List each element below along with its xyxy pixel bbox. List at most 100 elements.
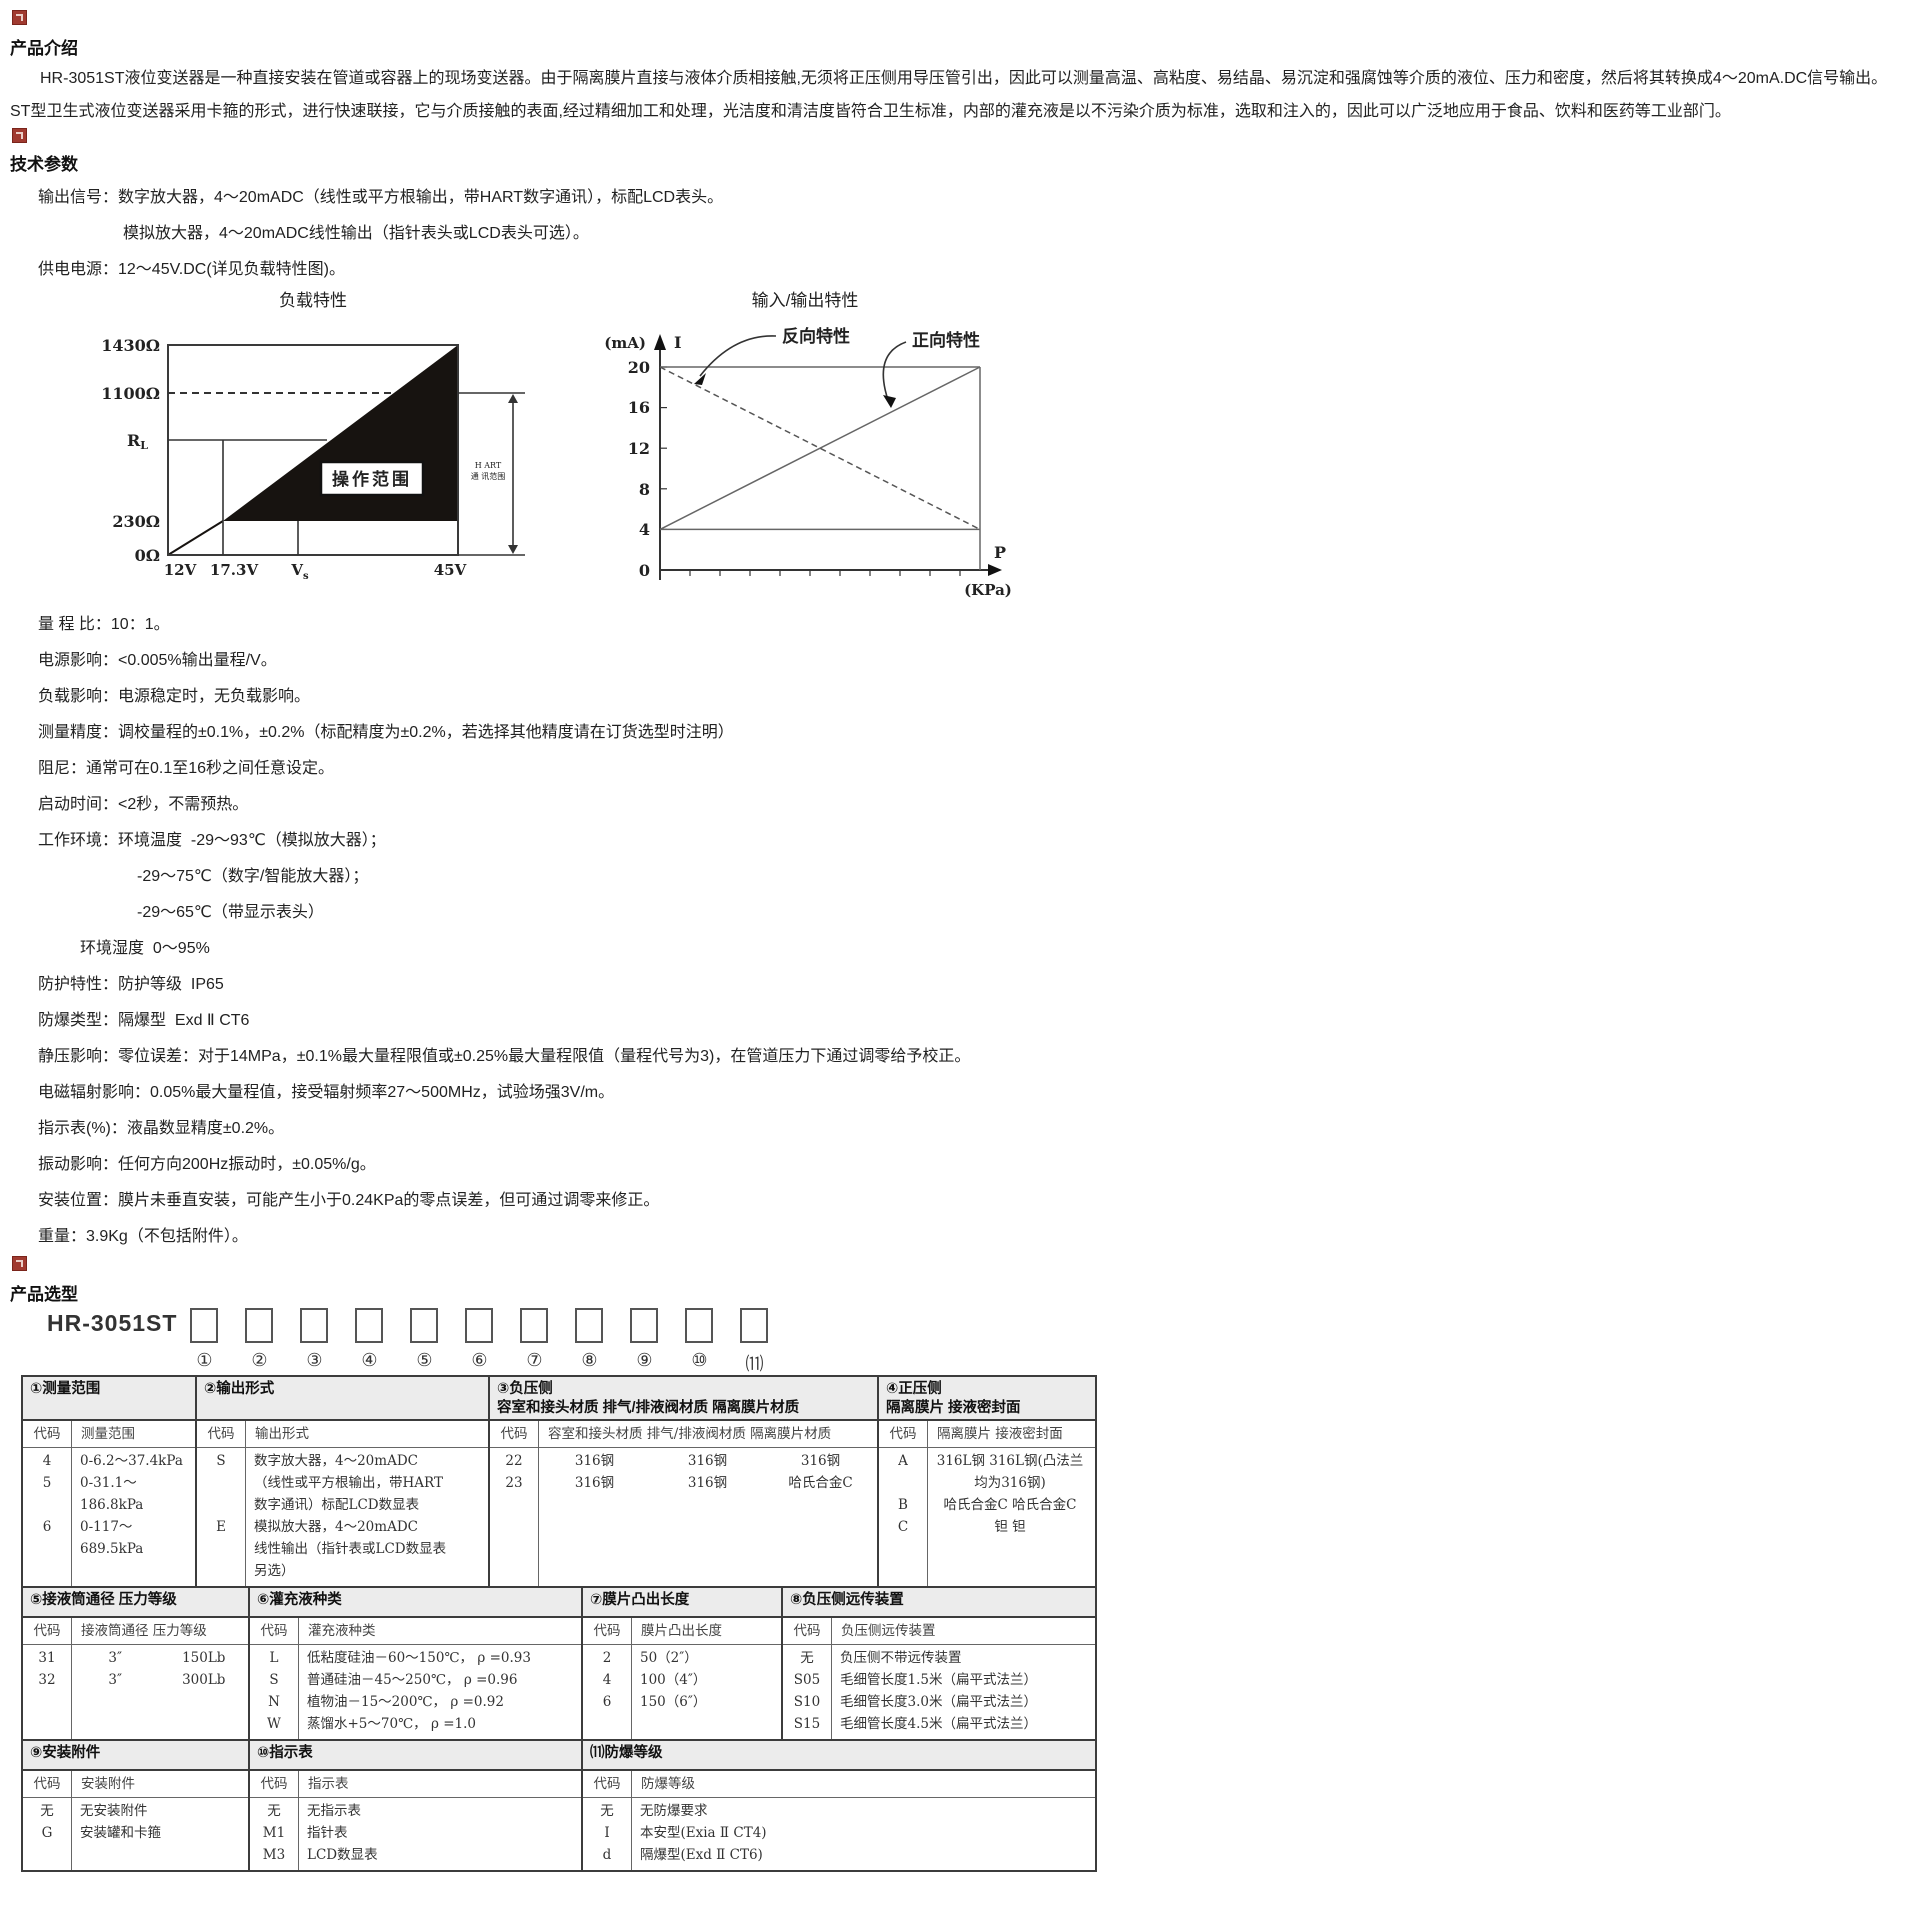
table-section: ④正压侧 隔离膜片 接液密封面 代码 隔离膜片 接液密封面 A 316L钢 316L钢(凸… (877, 1377, 1095, 1586)
table-section-body: 22 316钢 316钢 316钢 23 316钢 316钢 哈氏合金C (490, 1445, 877, 1586)
value-cell: 数字放大器，4～20mADC （线性或平方根输出，带HART 数字通讯）标配LC… (254, 1453, 443, 1513)
code-cell: S15 (793, 1716, 821, 1732)
model-code-box (245, 1308, 274, 1343)
code-cell: 5 (42, 1475, 52, 1491)
table-subheader-row: 代码 输出形式 (197, 1421, 488, 1448)
code-cell: 23 (505, 1475, 523, 1491)
value-cell: 3″ (108, 1672, 123, 1688)
load-characteristic-chart: 负载特性 操作范围 H ART 通 讯范围 (101, 291, 525, 582)
io-forward-line (659, 366, 981, 531)
model-code-box (190, 1308, 219, 1343)
table-row: L 低粘度硅油－60～150℃， ρ =0.93 (250, 1647, 581, 1669)
table-section-body: S 数字放大器，4～20mADC （线性或平方根输出，带HART 数字通讯）标配L… (197, 1445, 488, 1586)
value-cell: 哈氏合金C (788, 1475, 853, 1491)
code-cell: L (269, 1650, 279, 1666)
value-cell: 负压侧不带远传装置 (840, 1650, 962, 1666)
code-cell: 4 (42, 1453, 52, 1469)
value-cell: 0-117～689.5kPa (80, 1519, 144, 1557)
value-cell: 316钢 (687, 1475, 728, 1491)
model-code-position-number: ⑤ (416, 1350, 433, 1371)
table-header-cell: 代码 (879, 1421, 928, 1447)
value-cell: 植物油－15～200℃， ρ =0.92 (307, 1694, 504, 1710)
table-header-cell: 代码 (23, 1618, 72, 1644)
table-section-title: ④正压侧 隔离膜片 接液密封面 (879, 1377, 1095, 1421)
tech-param-line: 电源影响：<0.005%输出量程/V。 (38, 652, 277, 669)
code-cell: S05 (793, 1672, 821, 1688)
tech-param-line: 测量精度：调校量程的±0.1%，±0.2%（标配精度为±0.2%，若选择其他精度… (38, 724, 734, 741)
value-cell: 普通硅油－45～250℃， ρ =0.96 (307, 1672, 518, 1688)
broken-image-icon (12, 128, 27, 143)
value-cell: 安装罐和卡箍 (80, 1825, 161, 1841)
code-cell: 2 (602, 1650, 612, 1666)
code-cell: I (604, 1825, 610, 1841)
value-cell: 钽 钽 (994, 1519, 1026, 1535)
hart-range-label-1: H ART (475, 461, 502, 470)
table-section-title: ⑥灌充液种类 (250, 1588, 581, 1618)
table-header-cell: 代码 (583, 1618, 632, 1644)
tech-param-line: 负载影响：电源稳定时，无负载影响。 (38, 688, 311, 705)
tech-param-line: 输出信号：数字放大器，4～20mADC（线性或平方根输出，带HART数字通讯），… (38, 189, 724, 206)
intro-paragraph: HR-3051ST液位变送器是一种直接安装在管道或容器上的现场变送器。由于隔离膜… (10, 70, 1888, 120)
value-cell: 隔爆型(Exd Ⅱ CT6) (640, 1847, 763, 1863)
broken-image-icon (12, 10, 27, 25)
table-header-cell: 容室和接头材质 排气/排液阀材质 隔离膜片材质 (548, 1426, 832, 1442)
table-row: 4 100（4″） (583, 1669, 781, 1691)
table-row: 5 0-31.1～186.8kPa (23, 1472, 195, 1516)
io-reverse-label: 反向特性 (782, 326, 850, 346)
tech-param-line: 阻尼：通常可在0.1至16秒之间任意设定。 (38, 760, 335, 777)
table-subheader-row: 代码 容室和接头材质 排气/排液阀材质 隔离膜片材质 (490, 1421, 877, 1448)
table-row: S05 毛细管长度1.5米（扁平式法兰） (783, 1669, 1095, 1691)
model-code-slot: ① (190, 1308, 219, 1376)
table-header-cell: 防爆等级 (641, 1776, 695, 1792)
value-cell: 毛细管长度1.5米（扁平式法兰） (840, 1672, 1037, 1688)
model-code-slot: ⑤ (410, 1308, 439, 1376)
table-subheader-row: 代码 灌充液种类 (250, 1618, 581, 1645)
table-row: 无 无指示表 (250, 1800, 581, 1822)
io-ytick-20: 20 (628, 358, 650, 377)
load-ytick-1430: 1430Ω (101, 336, 160, 355)
table-header-cell: 代码 (250, 1771, 299, 1797)
code-cell: S (216, 1453, 226, 1469)
intro-heading: 产品介绍 (10, 39, 78, 58)
value-cell: 无防爆要求 (640, 1803, 708, 1819)
table-header-cell: 安装附件 (81, 1776, 135, 1792)
tech-param-line: 安装位置：膜片未垂直安装，可能产生小于0.24KPa的零点误差，但可通过调零来修… (38, 1192, 660, 1209)
table-section-title: ⑦膜片凸出长度 (583, 1588, 781, 1618)
code-cell: A (898, 1453, 908, 1469)
code-cell: d (602, 1847, 612, 1863)
value-cell: 毛细管长度4.5米（扁平式法兰） (840, 1716, 1037, 1732)
code-cell: S (269, 1672, 279, 1688)
table-row: M3 LCD数显表 (250, 1844, 581, 1866)
hart-range-label-2: 通 讯范围 (471, 471, 506, 481)
table-section: ①测量范围 代码 测量范围 4 0-6.2～37.4kPa 5 0-31.1～186.8kP… (23, 1377, 195, 1586)
tech-param-line: 防爆类型：隔爆型 Exd Ⅱ CT6 (38, 1012, 250, 1029)
model-code-position-number: ⑧ (581, 1350, 598, 1371)
model-code-box (410, 1308, 439, 1343)
table-section-title: ②输出形式 (197, 1377, 488, 1421)
table-section-body: 无 无防爆要求 I 本安型(Exia Ⅱ CT4) d 隔爆型(Exd Ⅱ CT6) (583, 1795, 1095, 1870)
model-code-box (575, 1308, 604, 1343)
code-cell: M1 (262, 1825, 286, 1841)
io-y-axis-name: I (674, 333, 681, 352)
table-row: B 哈氏合金C 哈氏合金C (879, 1494, 1095, 1516)
table-row: 6 150（6″） (583, 1691, 781, 1713)
load-xtick-45v: 45V (434, 561, 467, 579)
value-cell: 150（6″） (640, 1694, 707, 1710)
model-code-position-number: ⑾ (745, 1354, 764, 1375)
io-chart-title: 输入/输出特性 (752, 291, 859, 310)
value-cell: 低粘度硅油－60～150℃， ρ =0.93 (307, 1650, 531, 1666)
code-cell: 无 (40, 1803, 54, 1819)
model-code-position-number: ① (196, 1350, 213, 1371)
table-section-body: 31 3″ 150Lb 32 3″ 300Lb (23, 1642, 248, 1739)
table-row: S 普通硅油－45～250℃， ρ =0.96 (250, 1669, 581, 1691)
table-section-body: 4 0-6.2～37.4kPa 5 0-31.1～186.8kPa 6 0-117～689… (23, 1445, 195, 1586)
value-cell: 0-6.2～37.4kPa (80, 1453, 183, 1469)
code-cell: 22 (505, 1453, 523, 1469)
value-cell: 毛细管长度3.0米（扁平式法兰） (840, 1694, 1037, 1710)
table-section: ⑩指示表 代码 指示表无 无指示表 M1 指针表 M3 LCD数显表 (248, 1741, 581, 1870)
table-row: S 数字放大器，4～20mADC （线性或平方根输出，带HART 数字通讯）标配L… (197, 1450, 488, 1516)
tech-param-line: 静压影响：零位误差：对于14MPa，±0.1%最大量程限值或±0.25%最大量程… (38, 1048, 971, 1065)
value-cell: 无安装附件 (80, 1803, 148, 1819)
model-code-slot: ③ (300, 1308, 329, 1376)
